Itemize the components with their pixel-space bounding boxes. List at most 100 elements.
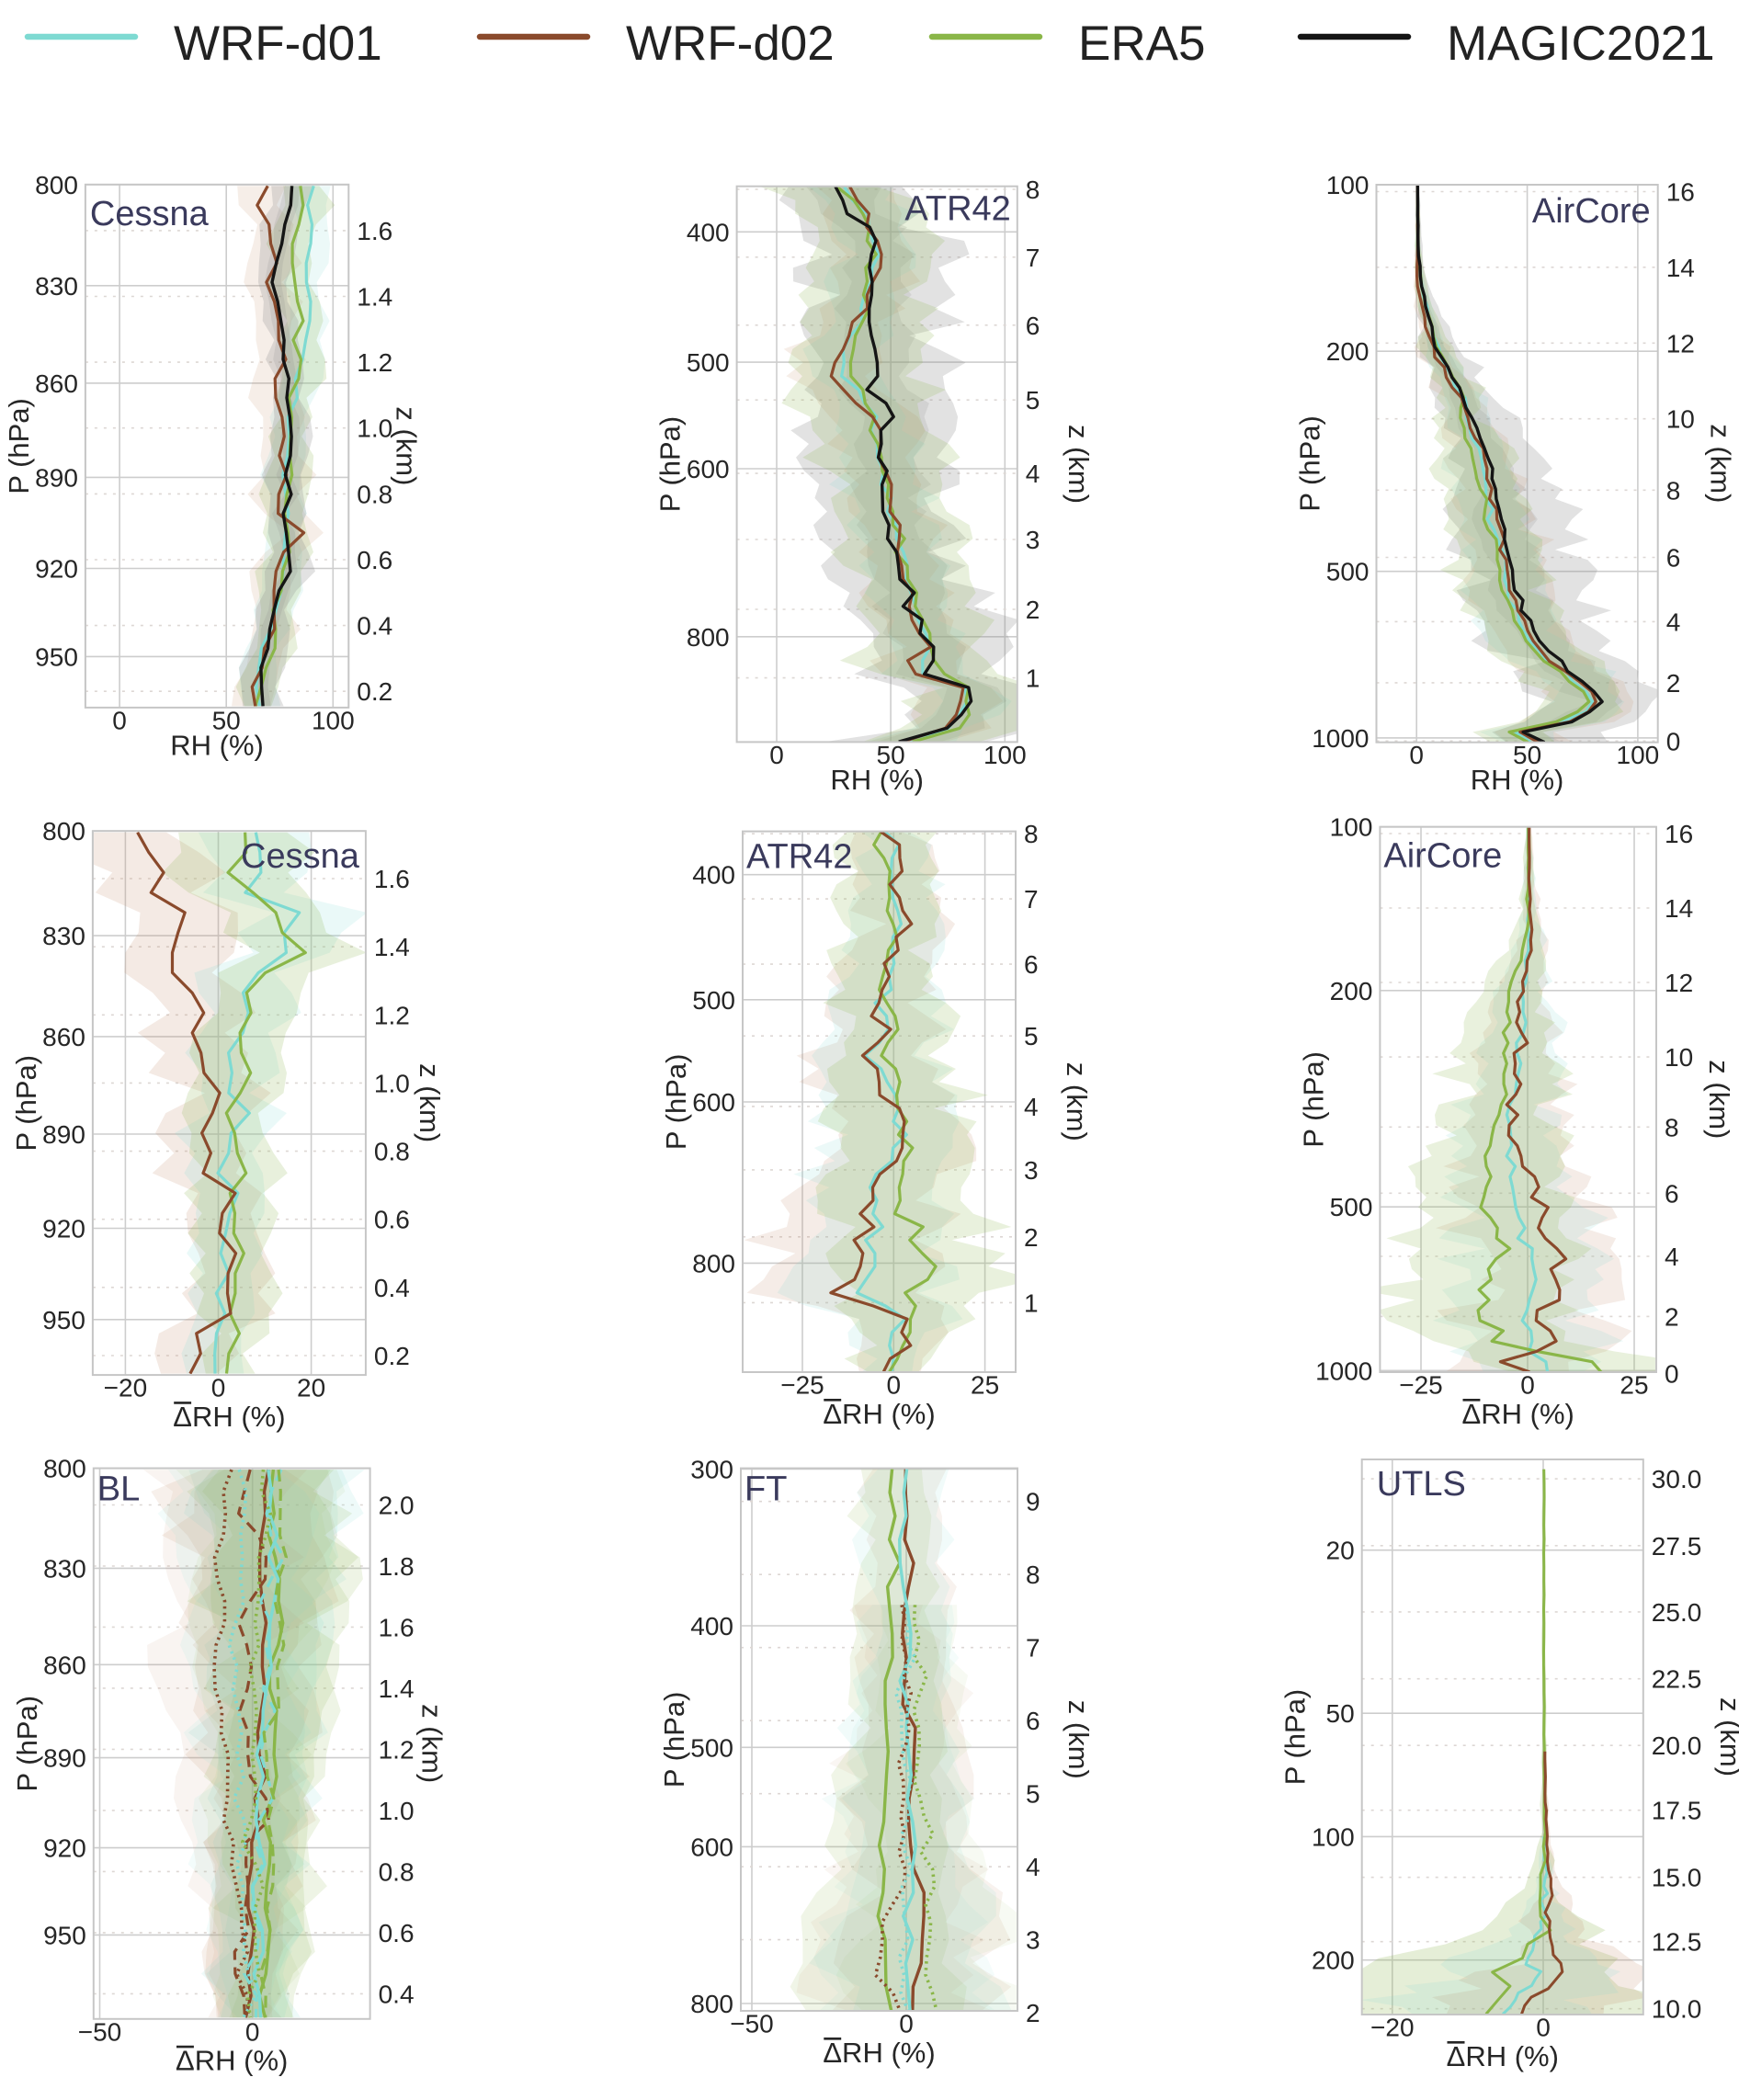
svg-text:FT: FT bbox=[744, 1470, 787, 1509]
svg-text:P (hPa): P (hPa) bbox=[3, 398, 35, 494]
svg-text:RH (%): RH (%) bbox=[170, 729, 264, 761]
svg-text:8: 8 bbox=[1665, 1113, 1679, 1141]
svg-text:6: 6 bbox=[1024, 950, 1039, 979]
svg-text:3: 3 bbox=[1026, 1926, 1040, 1955]
svg-text:50: 50 bbox=[1513, 741, 1541, 769]
svg-text:MAGIC2021: MAGIC2021 bbox=[1447, 17, 1715, 71]
svg-text:0.4: 0.4 bbox=[374, 1274, 410, 1302]
svg-text:16: 16 bbox=[1665, 820, 1693, 848]
svg-text:1.2: 1.2 bbox=[379, 1735, 415, 1764]
svg-text:Cessna: Cessna bbox=[90, 195, 210, 233]
svg-text:200: 200 bbox=[1326, 337, 1370, 366]
svg-text:300: 300 bbox=[690, 1455, 733, 1483]
svg-text:2: 2 bbox=[1665, 1302, 1679, 1331]
svg-text:890: 890 bbox=[35, 463, 78, 492]
svg-text:0: 0 bbox=[1520, 1371, 1535, 1400]
svg-text:P (hPa): P (hPa) bbox=[654, 416, 687, 513]
svg-text:0.2: 0.2 bbox=[374, 1342, 410, 1370]
svg-text:860: 860 bbox=[43, 1651, 86, 1679]
svg-text:BL: BL bbox=[97, 1470, 140, 1509]
svg-text:P (hPa): P (hPa) bbox=[1294, 415, 1326, 512]
svg-text:−50: −50 bbox=[730, 2010, 774, 2038]
svg-text:−25: −25 bbox=[780, 1371, 824, 1400]
svg-text:P (hPa): P (hPa) bbox=[1297, 1051, 1329, 1148]
svg-text:0: 0 bbox=[1409, 741, 1424, 769]
svg-text:100: 100 bbox=[1330, 813, 1373, 842]
svg-text:500: 500 bbox=[1330, 1193, 1373, 1221]
svg-text:z (km): z (km) bbox=[416, 1704, 449, 1783]
svg-text:3: 3 bbox=[1026, 526, 1040, 554]
svg-text:12: 12 bbox=[1666, 329, 1695, 358]
svg-text:500: 500 bbox=[687, 348, 730, 377]
svg-text:0: 0 bbox=[245, 2017, 260, 2046]
svg-text:50: 50 bbox=[212, 706, 241, 734]
svg-text:0.8: 0.8 bbox=[379, 1857, 415, 1886]
svg-text:ATR42: ATR42 bbox=[904, 190, 1010, 229]
svg-text:1.2: 1.2 bbox=[374, 1001, 410, 1029]
svg-text:ΔRH (%): ΔRH (%) bbox=[823, 2037, 935, 2069]
svg-text:RH (%): RH (%) bbox=[830, 764, 924, 796]
svg-text:12.5: 12.5 bbox=[1652, 1928, 1702, 1957]
svg-text:P (hPa): P (hPa) bbox=[660, 1054, 692, 1151]
svg-text:4: 4 bbox=[1026, 1853, 1040, 1881]
svg-text:830: 830 bbox=[42, 922, 85, 950]
svg-text:0: 0 bbox=[899, 2010, 914, 2038]
svg-text:z (km): z (km) bbox=[414, 1063, 446, 1142]
svg-text:1.8: 1.8 bbox=[379, 1552, 415, 1581]
svg-text:ERA5: ERA5 bbox=[1078, 17, 1205, 71]
svg-text:ATR42: ATR42 bbox=[746, 838, 852, 877]
svg-text:6: 6 bbox=[1665, 1179, 1679, 1208]
svg-text:6: 6 bbox=[1666, 544, 1681, 573]
svg-text:30.0: 30.0 bbox=[1652, 1465, 1702, 1493]
svg-text:14: 14 bbox=[1665, 894, 1693, 923]
svg-text:P (hPa): P (hPa) bbox=[658, 1692, 690, 1788]
svg-text:AirCore: AirCore bbox=[1532, 192, 1651, 231]
svg-text:8: 8 bbox=[1026, 176, 1040, 204]
svg-text:830: 830 bbox=[43, 1554, 86, 1583]
svg-text:ΔRH (%): ΔRH (%) bbox=[823, 1398, 935, 1430]
svg-text:−50: −50 bbox=[78, 2017, 122, 2046]
svg-text:z (km): z (km) bbox=[1063, 1700, 1095, 1779]
svg-text:860: 860 bbox=[35, 369, 78, 398]
svg-text:20: 20 bbox=[1326, 1537, 1355, 1565]
svg-text:−20: −20 bbox=[1370, 2014, 1415, 2042]
svg-text:100: 100 bbox=[1326, 171, 1370, 199]
svg-text:z (km): z (km) bbox=[1061, 1062, 1093, 1141]
svg-text:950: 950 bbox=[43, 1921, 86, 1949]
svg-text:1.6: 1.6 bbox=[379, 1613, 415, 1641]
svg-text:4: 4 bbox=[1024, 1093, 1039, 1121]
svg-text:22.5: 22.5 bbox=[1652, 1665, 1702, 1694]
svg-text:400: 400 bbox=[687, 218, 730, 246]
svg-text:27.5: 27.5 bbox=[1652, 1532, 1702, 1561]
svg-text:1000: 1000 bbox=[1312, 724, 1369, 753]
svg-text:0: 0 bbox=[1666, 727, 1681, 755]
svg-text:800: 800 bbox=[687, 623, 730, 652]
svg-text:950: 950 bbox=[35, 642, 78, 671]
svg-text:800: 800 bbox=[42, 817, 85, 846]
svg-text:z (km): z (km) bbox=[1703, 1060, 1735, 1139]
svg-text:8: 8 bbox=[1666, 476, 1681, 505]
svg-text:0.6: 0.6 bbox=[379, 1919, 415, 1947]
svg-text:800: 800 bbox=[35, 171, 78, 199]
svg-text:12: 12 bbox=[1665, 969, 1693, 997]
svg-text:20: 20 bbox=[297, 1374, 325, 1402]
svg-text:25: 25 bbox=[971, 1371, 999, 1400]
svg-text:8: 8 bbox=[1024, 820, 1039, 848]
svg-text:z (km): z (km) bbox=[390, 406, 422, 485]
svg-text:5: 5 bbox=[1026, 386, 1040, 414]
svg-text:−20: −20 bbox=[104, 1374, 148, 1402]
svg-text:50: 50 bbox=[1326, 1699, 1355, 1728]
svg-text:1.0: 1.0 bbox=[357, 414, 392, 443]
svg-text:4: 4 bbox=[1666, 607, 1681, 636]
svg-text:50: 50 bbox=[877, 741, 905, 769]
svg-text:10: 10 bbox=[1665, 1043, 1693, 1072]
svg-text:RH (%): RH (%) bbox=[1471, 764, 1564, 796]
svg-text:200: 200 bbox=[1330, 977, 1373, 1005]
svg-text:0: 0 bbox=[211, 1374, 226, 1402]
svg-text:4: 4 bbox=[1026, 460, 1040, 488]
svg-text:ΔRH (%): ΔRH (%) bbox=[176, 2045, 288, 2077]
svg-text:0.6: 0.6 bbox=[357, 546, 392, 574]
svg-text:25: 25 bbox=[1620, 1371, 1648, 1400]
svg-text:0: 0 bbox=[1665, 1360, 1679, 1389]
svg-text:20.0: 20.0 bbox=[1652, 1731, 1702, 1760]
